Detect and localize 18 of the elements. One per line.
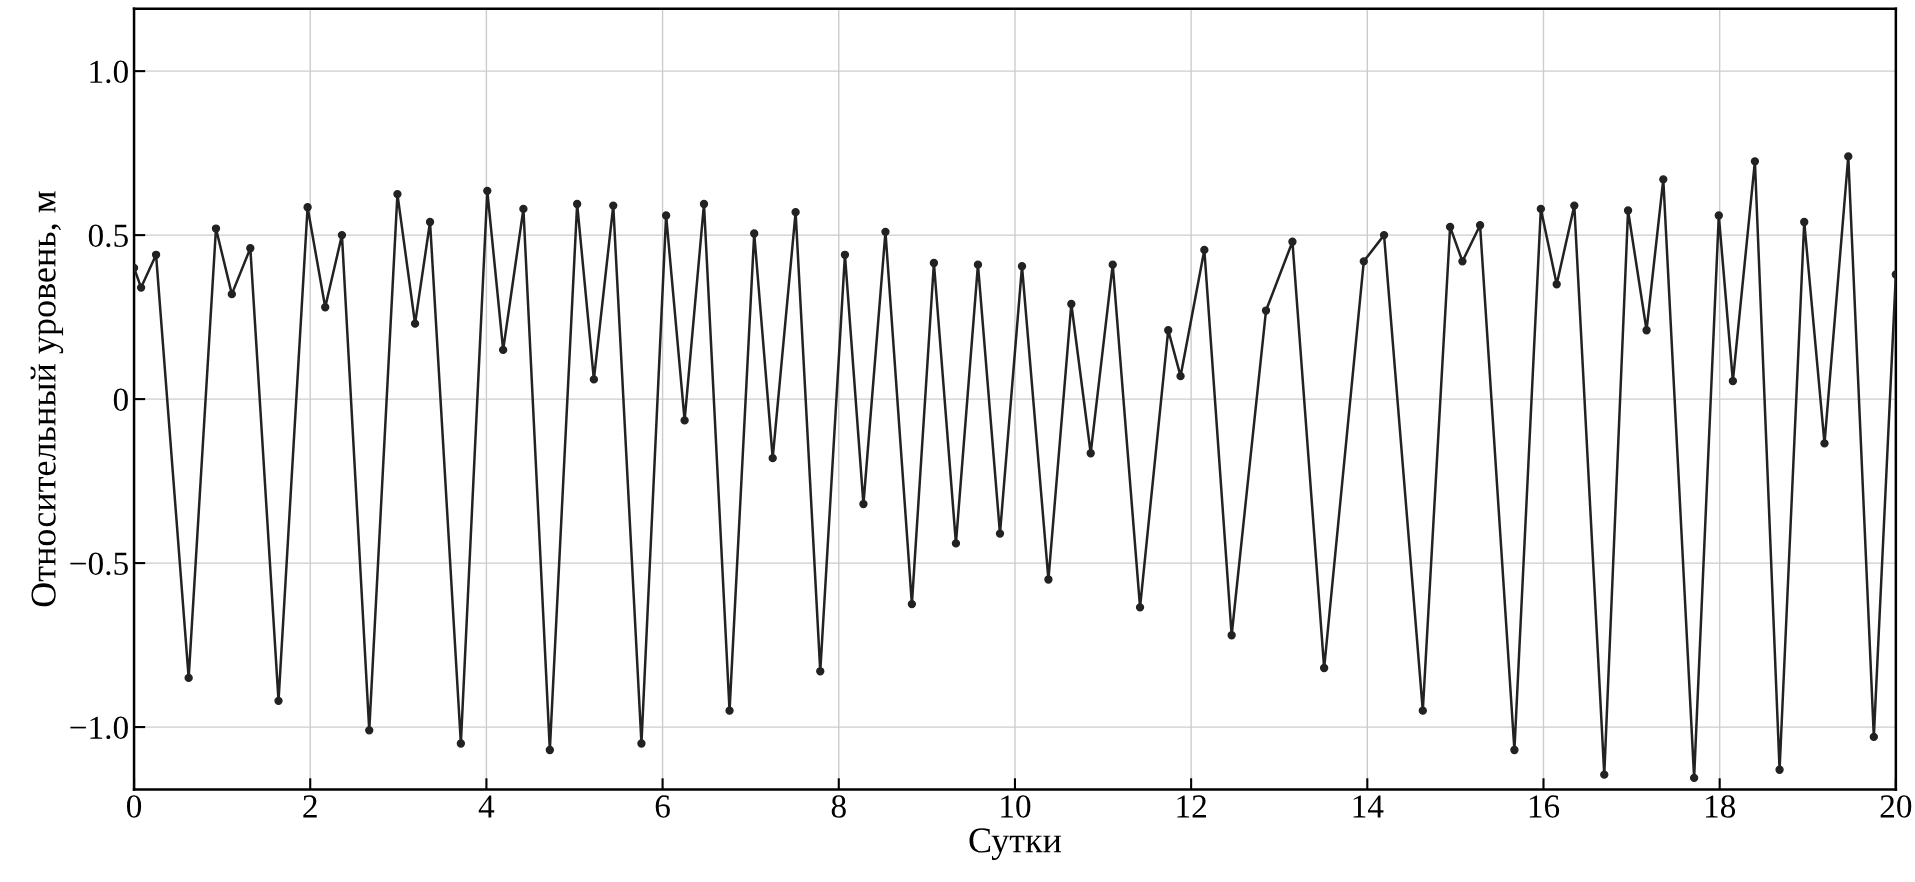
y-tick-label: 0 [113,388,128,411]
y-tick-label: −0.5 [70,552,128,576]
x-tick-label: 4 [478,795,495,818]
y-tick-label: −1.0 [70,716,128,740]
x-tick-label: 0 [126,795,142,818]
x-tick-label: 12 [1177,795,1206,818]
x-tick-label: 18 [1705,795,1736,818]
x-tick-label: 8 [831,795,846,818]
x-tick-label: 14 [1353,795,1384,818]
x-tick-label: 10 [1001,795,1031,818]
x-tick-label: 20 [1880,795,1912,818]
x-tick-label: 16 [1529,795,1560,818]
x-tick-label: 6 [655,795,670,818]
x-axis-title: Сутки [969,828,1062,861]
x-tick-label: 2 [303,795,317,818]
y-axis-title: Относительный уровень, м [30,191,64,607]
y-tick-label: 0.5 [88,224,128,248]
y-tick-label: 1.0 [90,60,128,84]
